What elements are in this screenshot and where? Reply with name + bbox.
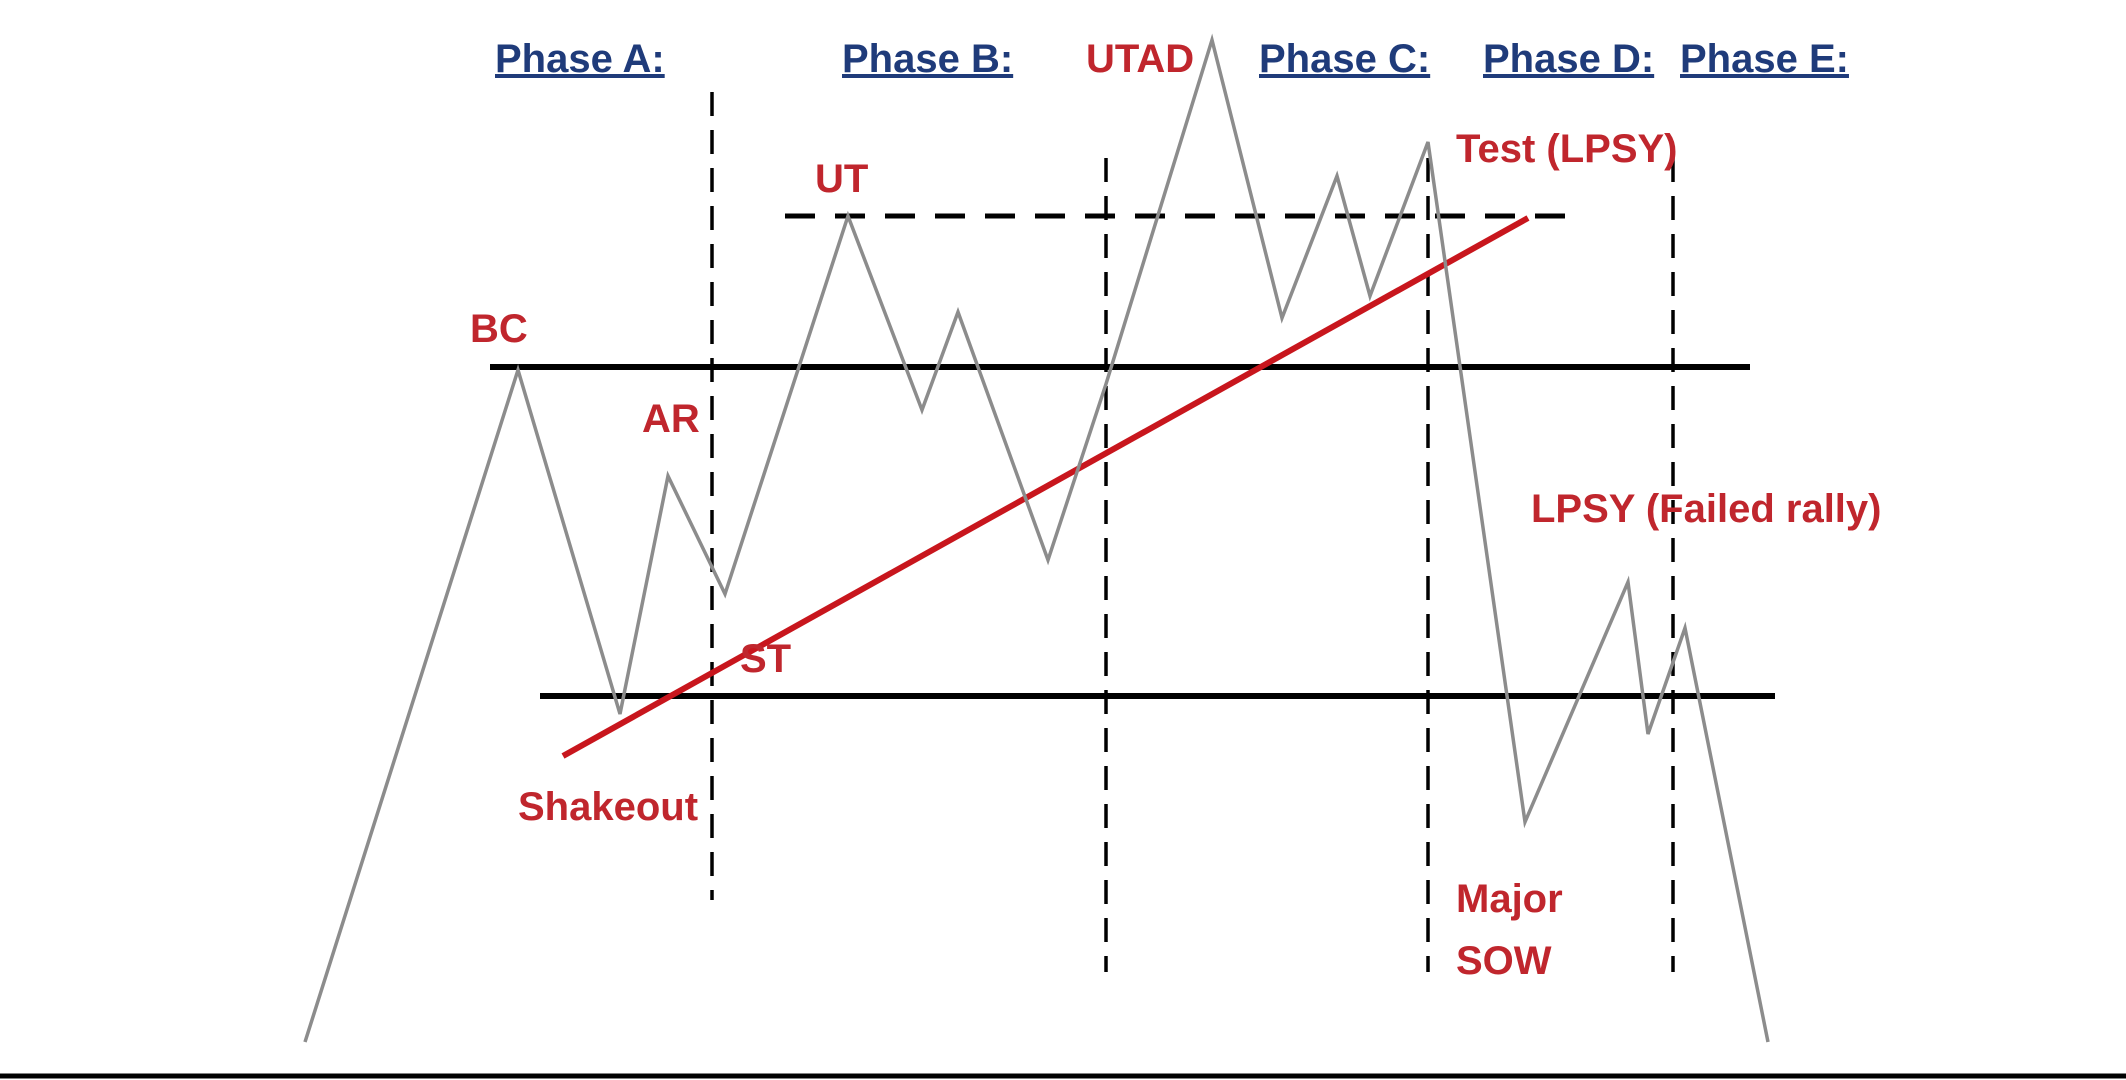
- phase-b-label: Phase B:: [842, 37, 1013, 81]
- bc-label: BC: [470, 307, 528, 351]
- major-sow-label-line1: Major: [1456, 877, 1563, 921]
- shakeout-label: Shakeout: [518, 785, 698, 829]
- phase-e-label: Phase E:: [1680, 37, 1849, 81]
- phase-d-label: Phase D:: [1483, 37, 1654, 81]
- lpsy-failed-rally-label: LPSY (Failed rally): [1531, 487, 1882, 531]
- ar-label: AR: [642, 397, 700, 441]
- phase-c-label: Phase C:: [1259, 37, 1430, 81]
- price-path-line: [303, 33, 1770, 1043]
- red-trend-line: [561, 215, 1530, 759]
- test-lpsy-label: Test (LPSY): [1456, 127, 1678, 171]
- ut-label: UT: [815, 157, 868, 201]
- utad-label: UTAD: [1086, 37, 1194, 81]
- phase-a-label: Phase A:: [495, 37, 665, 81]
- major-sow-label-line2: SOW: [1456, 939, 1552, 983]
- st-label: ST: [740, 637, 791, 681]
